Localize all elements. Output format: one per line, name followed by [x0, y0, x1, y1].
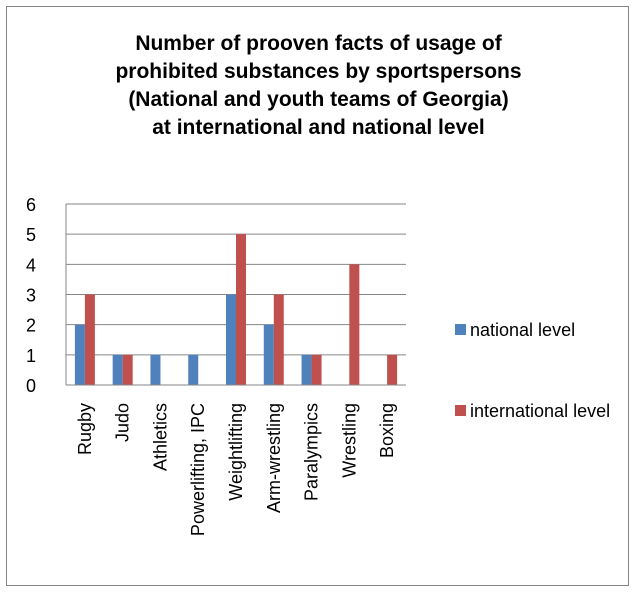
y-tick-label: 3	[26, 286, 36, 306]
y-tick-label: 1	[26, 346, 36, 366]
chart-title-line-3: (National and youth teams of Georgia)	[128, 88, 509, 111]
bar-international	[84, 294, 95, 385]
y-tick-label: 0	[26, 376, 36, 396]
axes	[65, 204, 406, 386]
x-tick-label: Wrestling	[339, 403, 359, 478]
chart-title-line-2: prohibited substances by sportspersons	[115, 60, 522, 83]
y-tick-label: 2	[26, 316, 36, 336]
chart-title-line-4: at international and national level	[152, 116, 485, 139]
bar-international	[236, 234, 246, 385]
y-tick-labels: 0 1 2 3 4 5 6	[26, 195, 36, 396]
chart-title: Number of prooven facts of usage of proh…	[0, 30, 637, 142]
x-tick-label: Judo	[113, 403, 133, 442]
x-tick-label: Powerlifting, IPC	[188, 403, 208, 536]
legend-label-international: international level	[470, 401, 611, 421]
bar-international	[387, 354, 398, 385]
legend-label-national: national level	[470, 320, 576, 340]
bar-national	[301, 354, 312, 385]
x-tick-label: Boxing	[377, 403, 397, 458]
x-tick-label: Weightlifting	[226, 403, 246, 501]
bar-international	[311, 354, 322, 385]
bar-national	[226, 294, 236, 385]
bar-international	[122, 354, 133, 385]
bar-national	[188, 354, 199, 385]
bar-national	[112, 354, 123, 385]
chart-title-line-1: Number of prooven facts of usage of	[135, 32, 502, 55]
bar-international	[273, 294, 284, 385]
x-tick-label: Rugby	[75, 403, 95, 455]
bars	[74, 234, 398, 385]
legend	[455, 324, 466, 416]
y-tick-label: 6	[26, 195, 36, 215]
bar-national	[150, 354, 161, 385]
bar-international	[349, 264, 360, 385]
y-tick-label: 5	[26, 225, 36, 245]
legend-swatch-international	[455, 405, 466, 416]
bar-national	[263, 324, 274, 385]
x-tick-label: Paralympics	[302, 403, 322, 501]
x-tick-label: Arm-wrestling	[264, 403, 284, 513]
bar-national	[74, 324, 85, 385]
x-tick-label: Athletics	[150, 403, 170, 471]
y-tick-label: 4	[26, 255, 36, 275]
legend-swatch-national	[455, 324, 466, 335]
chart-frame	[6, 6, 629, 586]
x-tick-labels: Rugby Judo Athletics Powerlifting, IPC Weigh…	[75, 403, 397, 536]
